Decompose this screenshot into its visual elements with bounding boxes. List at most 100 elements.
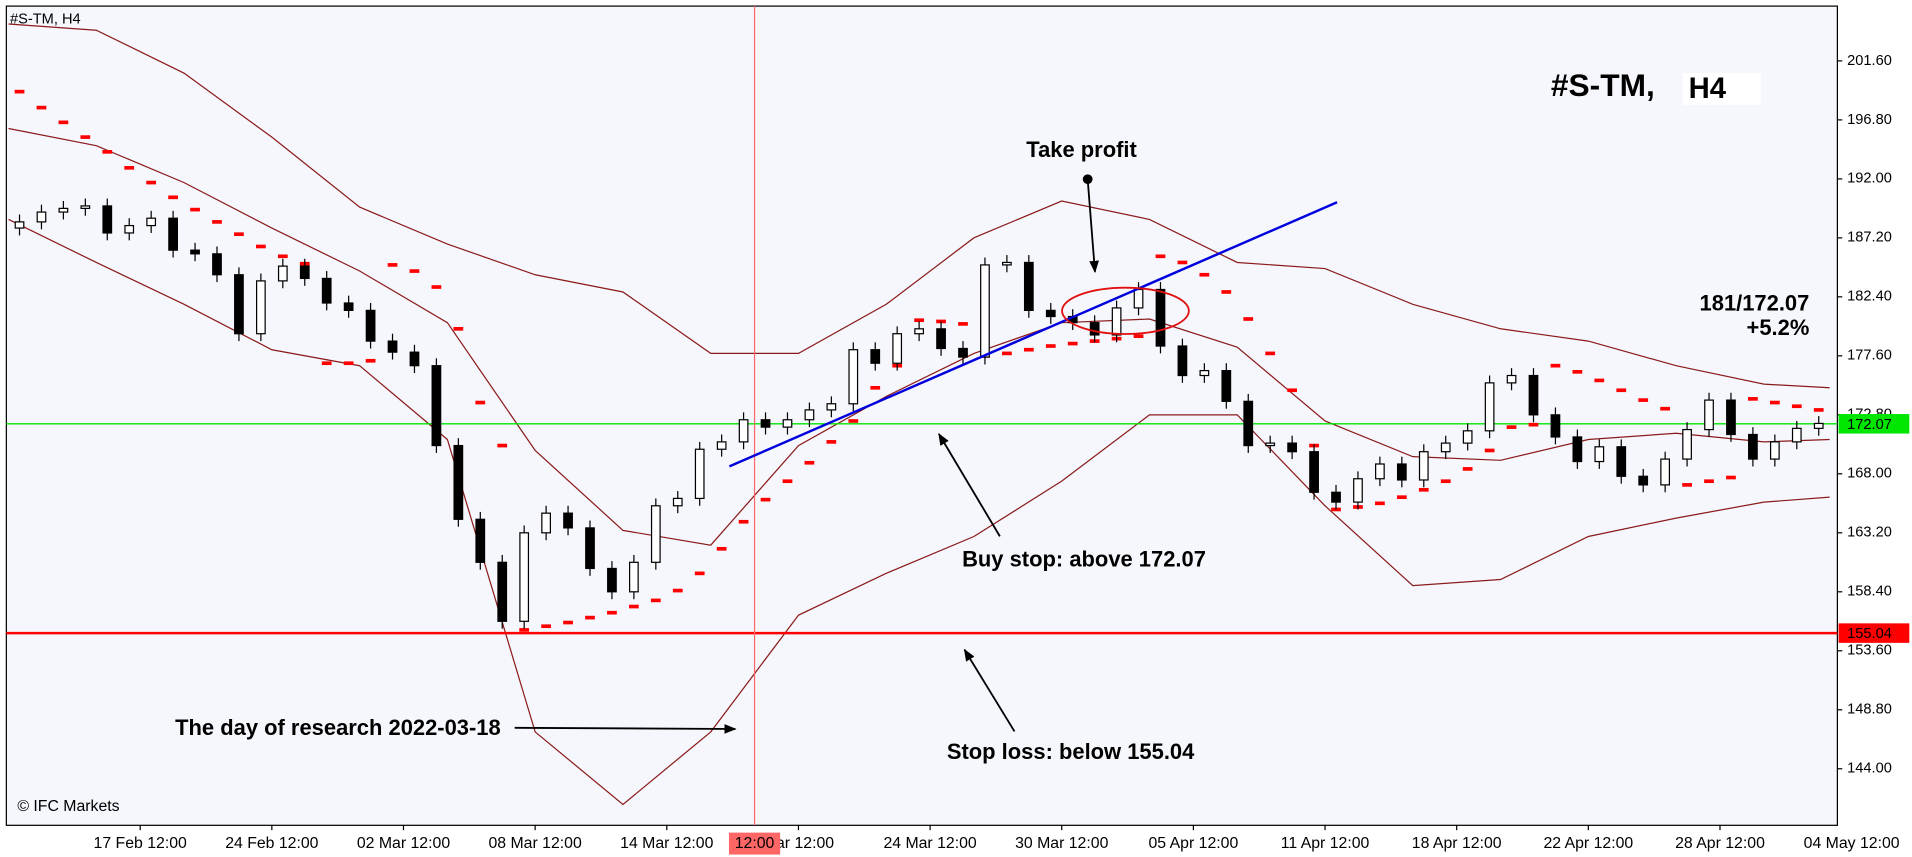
sar-dot [1396,495,1407,500]
candle-body [1133,288,1144,309]
candle-body [124,224,135,234]
candle-body [1221,369,1232,402]
level-price-box [1838,414,1910,434]
sar-dot [1462,467,1473,471]
sar-dot [629,604,639,609]
sar-dot [1726,475,1736,480]
candle-body [1791,427,1802,443]
candle-body [1550,414,1561,438]
sar-dot [1177,260,1188,265]
candle-body [1462,430,1473,444]
level-price-box [1838,623,1910,643]
sar-dot [453,326,464,331]
buy-stop-label: Buy stop: above 172.07 [962,547,1206,572]
y-tick-label: 182.40 [1847,289,1892,305]
sar-dot [607,610,617,615]
candle-body [1682,428,1692,460]
trend-line [728,201,1338,468]
sar-dot [694,571,705,576]
candle-body [409,351,420,367]
candle-body [1375,463,1385,480]
sar-dot [365,358,376,363]
target-label: 181/172.07 [1700,291,1810,316]
sar-dot [1440,479,1451,484]
candle-body [36,211,47,223]
x-tick-label: 18 Apr 12:00 [1412,835,1502,852]
research-day-arrow [514,724,737,734]
y-tick-label: 153.60 [1847,643,1892,659]
sar-dot [1594,378,1605,383]
sar-dot [1572,369,1583,374]
candle-body [1813,422,1824,429]
x-tick-label: 30 Mar 12:00 [1015,835,1108,852]
candle-body [1199,369,1210,377]
sar-dot [563,620,573,625]
candle-body [1287,442,1298,453]
candle-body [234,274,244,335]
candle-body [519,532,530,622]
buy-stop-arrow [938,432,1001,537]
sar-dot [431,285,442,289]
y-tick-label: 187.20 [1847,230,1892,246]
annotations: #S-TM, H4 #S-TM, H4 Take profit 181/172.… [10,11,1809,815]
y-tick-label: 201.60 [1847,53,1892,69]
sar-dot [1243,317,1254,321]
candle-body [1396,463,1407,481]
candle-body [1309,451,1319,493]
sar-dot [716,546,727,551]
candle-body [102,205,113,234]
candle-body [1111,307,1122,336]
sar-dot [1221,290,1232,294]
candle-body [453,444,464,520]
bollinger-middle [8,127,1830,546]
sar-dot [255,244,266,249]
sar-dot [672,588,683,593]
chart-period: H4 [1689,73,1727,105]
candle-body [826,403,837,411]
candle-body [277,265,288,282]
x-tick-label: 05 Apr 12:00 [1149,835,1239,852]
candle-body [563,512,573,529]
crosshair-label: 12:00 [735,835,775,852]
x-tick-label: 24 Mar 12:00 [883,835,976,852]
candle-body [1726,399,1736,436]
sar-dot [80,135,91,139]
x-tick-label: 08 Mar 12:00 [489,835,582,852]
sar-dot [738,519,749,524]
candle-body [1353,478,1363,503]
candle-body [1572,436,1583,463]
sar-dot [1287,388,1298,393]
plot-area [5,5,1838,826]
sar-dot [1550,363,1561,368]
candle-body [1331,491,1341,503]
candle-body [1045,309,1056,318]
candle-body [650,505,661,563]
candle-body [255,280,266,335]
stop-loss-label: Stop loss: below 155.04 [947,739,1195,764]
sar-dot [1660,406,1671,411]
candle-body [760,419,771,428]
candle-body [168,217,178,251]
sar-dot [1748,397,1758,401]
sar-dot [519,628,530,632]
sar-dot [1265,351,1276,356]
candle-body [1528,374,1539,416]
candle-body [958,347,968,358]
candle-body [585,527,595,570]
y-tick-label: 144.00 [1847,761,1892,777]
sar-dot [804,460,815,465]
y-tick-label: 177.60 [1847,348,1892,364]
candle-body [387,340,398,353]
candle-body [475,518,486,563]
candle-body [80,205,91,209]
candle-body [58,207,69,213]
sar-dot [1133,334,1144,339]
candle-body [1769,441,1780,460]
marks: 144.00 148.80 153.60 158.40 163.20 168.00 172.… [6,6,1910,855]
sar-dot [826,440,837,444]
candle-body [1748,433,1758,460]
sar-dot [585,615,595,620]
candle-body [212,253,222,276]
candle-body [716,441,727,450]
x-tick-label: 14 Mar 12:00 [620,835,713,852]
